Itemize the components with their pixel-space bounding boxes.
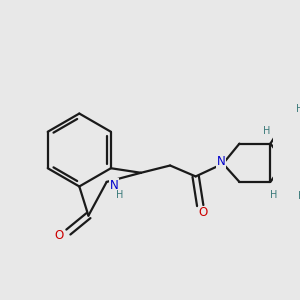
Text: N: N — [217, 155, 226, 168]
Text: O: O — [198, 206, 208, 219]
Text: H: H — [263, 126, 270, 136]
Text: H: H — [116, 190, 123, 200]
Text: N: N — [110, 179, 118, 192]
Text: H: H — [298, 191, 300, 202]
Text: O: O — [55, 229, 64, 242]
Text: H: H — [270, 190, 278, 200]
Text: H: H — [296, 104, 300, 114]
